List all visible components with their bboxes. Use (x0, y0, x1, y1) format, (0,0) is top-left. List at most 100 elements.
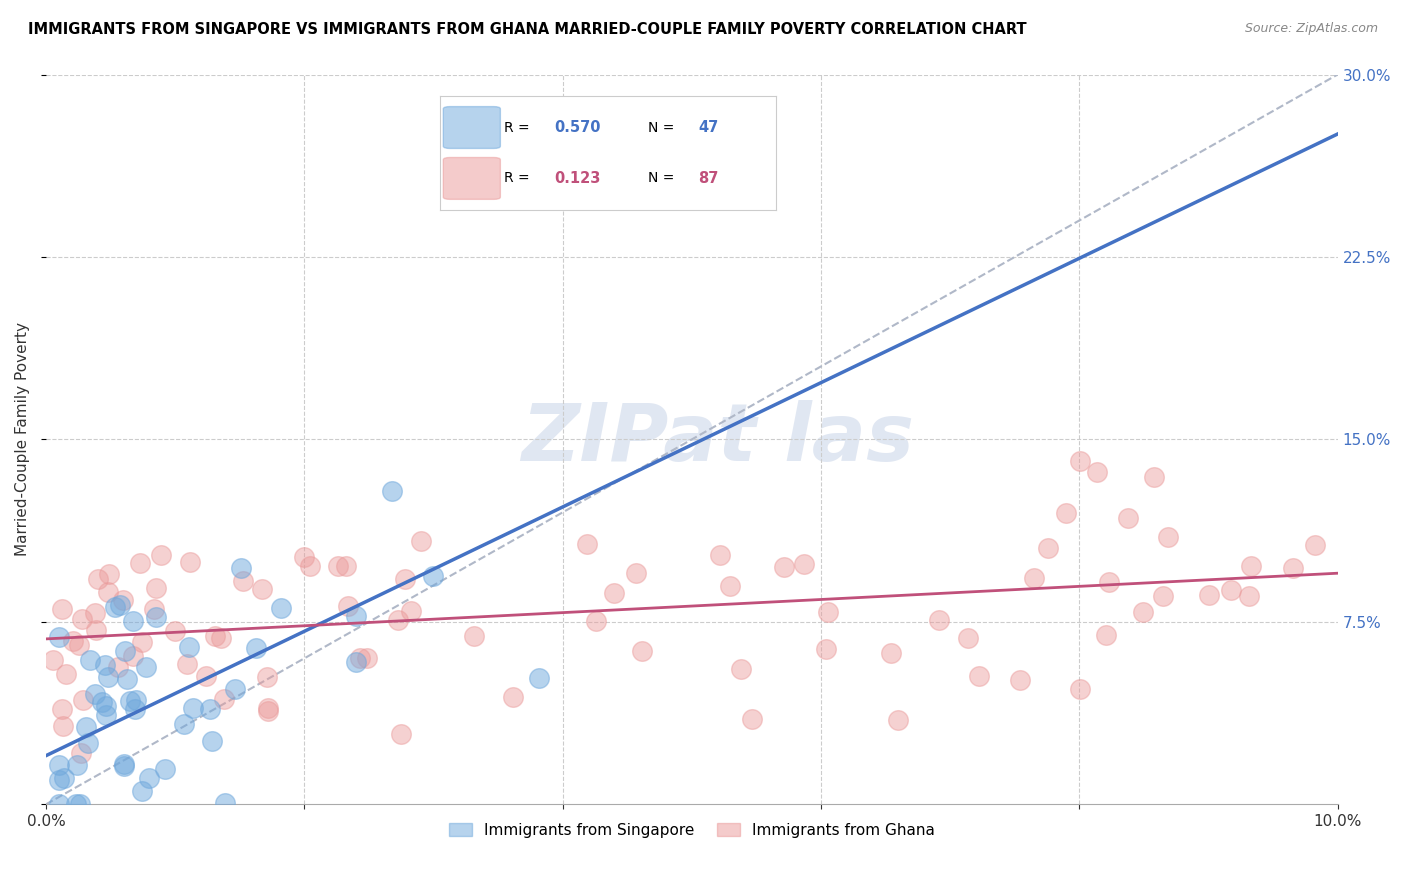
Point (344, 608, 367, 623)
Point (153, 762, 176, 776)
Point (299, 559, 322, 574)
Point (718, 579, 741, 593)
Point (231, 561, 253, 575)
Point (118, 694, 141, 708)
Point (66, 758, 89, 772)
Point (772, 560, 794, 574)
Point (98, 566, 121, 581)
Point (409, 534, 432, 549)
Point (344, 655, 367, 669)
Point (97, 585, 120, 599)
Y-axis label: Married-Couple Family Poverty: Married-Couple Family Poverty (15, 322, 30, 557)
Point (48, 630, 70, 644)
Point (292, 549, 315, 564)
Point (84, 606, 107, 620)
Point (817, 606, 839, 620)
Point (741, 712, 763, 726)
Point (112, 592, 135, 607)
Point (709, 549, 731, 563)
Point (214, 796, 236, 810)
Point (76, 736, 98, 750)
Point (245, 640, 267, 655)
Point (624, 566, 647, 580)
Point (125, 693, 148, 707)
Point (69, 797, 91, 812)
Point (51, 602, 73, 616)
Point (114, 643, 136, 657)
Point (399, 604, 422, 618)
Point (585, 615, 607, 629)
Point (387, 613, 409, 627)
Text: ZIPat las: ZIPat las (522, 401, 914, 478)
Point (181, 700, 204, 714)
Point (138, 771, 160, 785)
Point (70, 612, 93, 626)
Point (84, 624, 107, 638)
Point (1303, 538, 1326, 552)
Point (887, 714, 910, 728)
Point (1054, 506, 1077, 520)
Point (1069, 681, 1091, 696)
Point (143, 602, 166, 616)
Point (527, 671, 550, 685)
Point (94, 657, 117, 672)
Point (107, 660, 129, 674)
Point (52, 719, 75, 733)
Point (122, 649, 145, 664)
Point (1095, 628, 1118, 642)
Point (224, 682, 246, 697)
Point (70, 746, 93, 760)
Point (1008, 673, 1031, 688)
Point (145, 582, 167, 596)
Point (326, 558, 349, 573)
Point (62, 633, 84, 648)
Point (176, 657, 198, 671)
Point (956, 631, 979, 645)
Point (502, 690, 524, 704)
Point (1116, 511, 1139, 525)
Point (86, 572, 108, 586)
Point (112, 758, 135, 772)
Point (1157, 530, 1180, 544)
Point (1240, 558, 1263, 573)
Point (117, 672, 139, 686)
Point (381, 484, 404, 499)
Point (79, 653, 101, 667)
Point (630, 644, 652, 658)
Point (177, 640, 200, 655)
Point (256, 704, 278, 718)
Point (212, 692, 235, 706)
Point (104, 599, 127, 614)
Point (463, 629, 485, 643)
Point (814, 641, 837, 656)
Point (209, 631, 232, 645)
Point (576, 537, 599, 551)
Point (389, 726, 412, 740)
Text: Source: ZipAtlas.com: Source: ZipAtlas.com (1244, 22, 1378, 36)
Point (1036, 541, 1059, 555)
Point (1220, 583, 1243, 598)
Point (1152, 589, 1174, 603)
Point (83, 687, 105, 701)
Point (337, 599, 360, 614)
Point (1022, 571, 1045, 585)
Point (422, 569, 444, 583)
Point (131, 784, 153, 798)
Point (349, 650, 371, 665)
Point (194, 669, 217, 683)
Point (730, 662, 752, 676)
Text: IMMIGRANTS FROM SINGAPORE VS IMMIGRANTS FROM GHANA MARRIED-COUPLE FAMILY POVERTY: IMMIGRANTS FROM SINGAPORE VS IMMIGRANTS … (28, 22, 1026, 37)
Point (150, 549, 173, 563)
Point (792, 558, 814, 572)
Point (91, 694, 114, 708)
Point (1237, 589, 1260, 603)
Point (201, 734, 224, 748)
Point (48, 797, 70, 812)
Point (256, 670, 278, 684)
Point (1132, 605, 1154, 619)
Point (55, 667, 77, 681)
Point (128, 556, 150, 570)
Point (928, 614, 950, 628)
Point (135, 660, 157, 674)
Point (53, 771, 76, 785)
